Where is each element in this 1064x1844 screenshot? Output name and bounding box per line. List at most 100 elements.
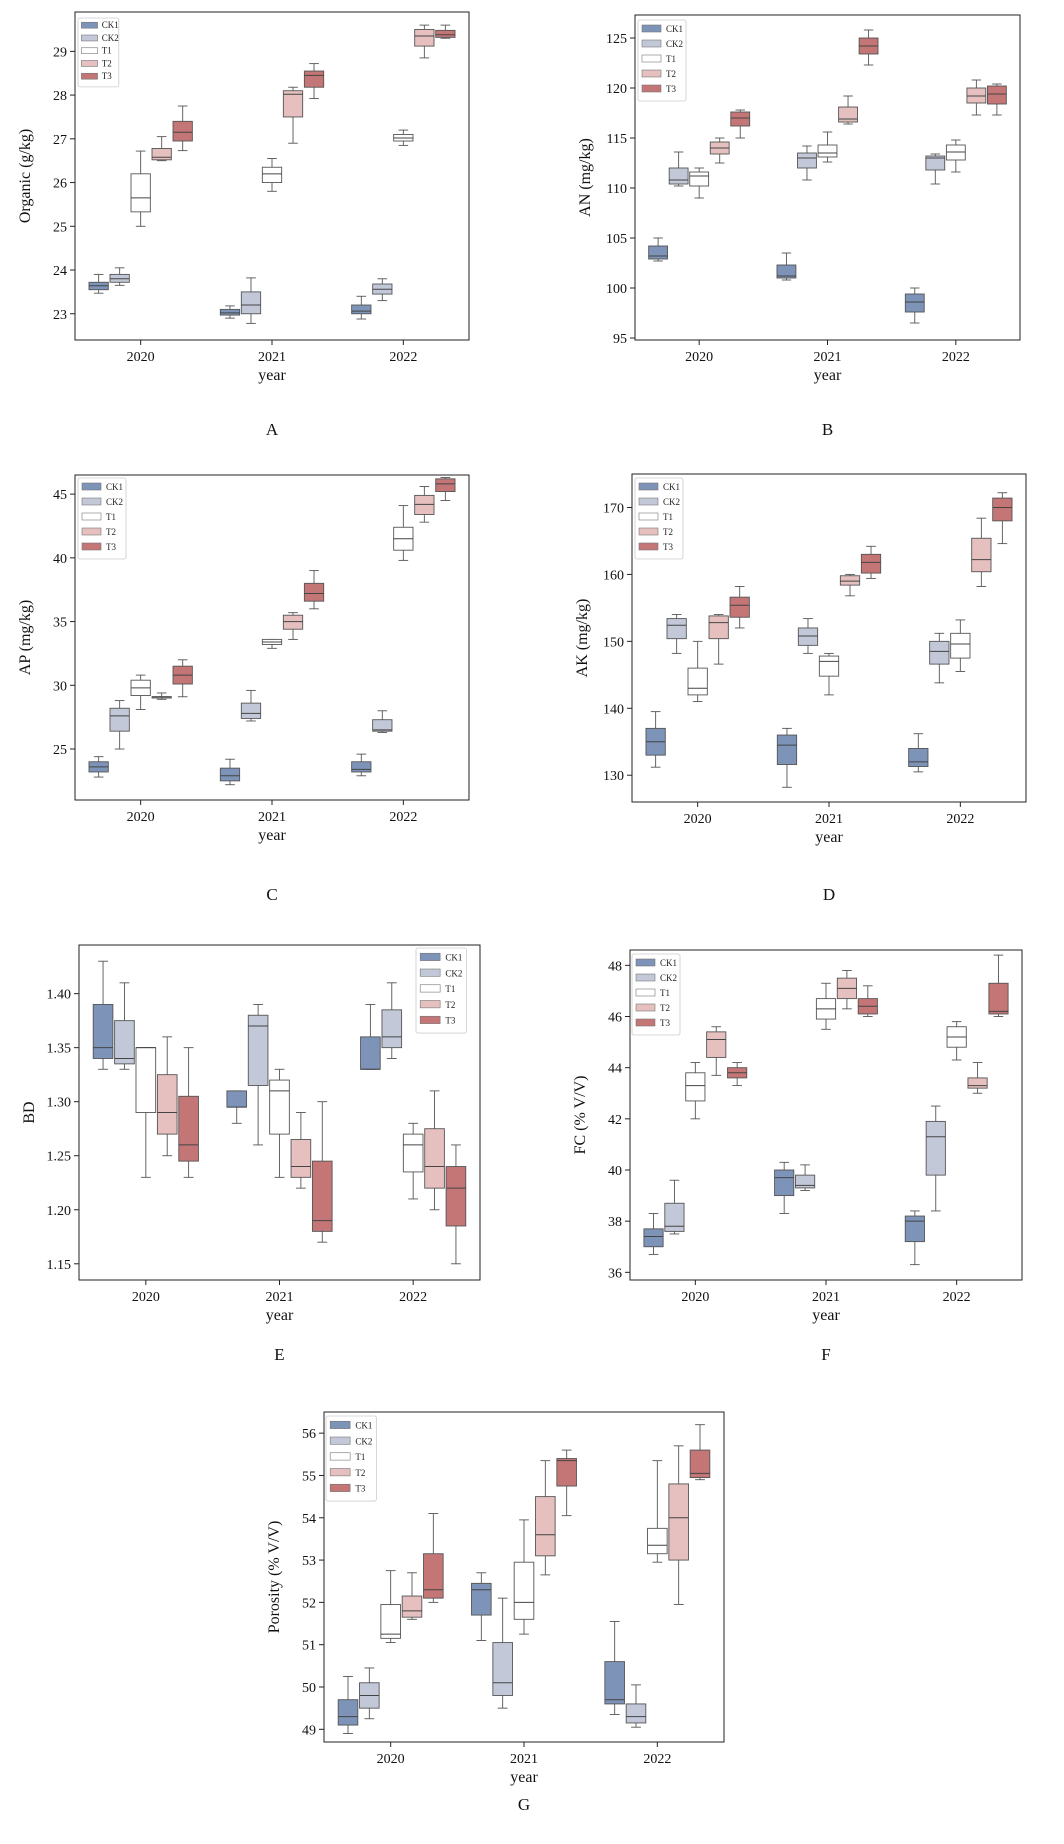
box-ck2-2022 bbox=[925, 1105, 946, 1212]
legend-label-t1: T1 bbox=[663, 512, 673, 522]
legend-label-ck1: CK1 bbox=[666, 24, 683, 34]
box-t3-2021 bbox=[303, 570, 325, 610]
legend-label-ck2: CK2 bbox=[660, 973, 677, 983]
panel-letter: G bbox=[518, 1795, 530, 1814]
legend: CK1 CK2 T1 T2 T3 bbox=[77, 477, 127, 560]
box-t3-2022 bbox=[988, 954, 1009, 1017]
box-t2-2021 bbox=[282, 86, 304, 144]
legend: CK1 CK2 T1 T2 T3 bbox=[634, 477, 684, 560]
legend-label-t1: T1 bbox=[355, 1452, 365, 1462]
legend-swatch-t1 bbox=[641, 54, 662, 63]
box-ck2-2020 bbox=[109, 700, 130, 750]
box-t3-2021 bbox=[556, 1449, 577, 1517]
y-axis-title: FC (% V/V) bbox=[572, 1076, 589, 1155]
box-t1-2022 bbox=[945, 139, 966, 173]
box-ck1-2021 bbox=[219, 305, 241, 319]
box-t2-2021 bbox=[290, 1112, 312, 1189]
x-tick-label: 2020 bbox=[127, 810, 155, 825]
x-tick-label: 2020 bbox=[377, 1752, 405, 1767]
box-t2-2021 bbox=[282, 612, 304, 640]
y-tick-label: 1.15 bbox=[47, 1258, 72, 1273]
box-t3-2020 bbox=[730, 109, 751, 139]
box-ck2-2020 bbox=[109, 267, 130, 286]
y-tick-label: 42 bbox=[608, 1113, 622, 1128]
y-tick-label: 54 bbox=[302, 1512, 316, 1527]
legend-swatch-t1 bbox=[81, 512, 102, 521]
box-t1-2021 bbox=[817, 131, 838, 163]
panel-f: 36 38 40 42 44 46 48 2020 2021 2022 year FC (% V/V)… bbox=[572, 949, 1023, 1364]
box-t2-2021 bbox=[839, 573, 861, 597]
box-t1-2020 bbox=[687, 640, 708, 703]
box-ck2-2022 bbox=[372, 710, 393, 733]
box-ck2-2022 bbox=[925, 153, 946, 185]
y-tick-label: 35 bbox=[53, 616, 67, 631]
x-axis-title: year bbox=[815, 829, 843, 846]
box-t3-2022 bbox=[689, 1424, 711, 1481]
y-tick-label: 1.25 bbox=[47, 1150, 72, 1165]
y-tick-label: 49 bbox=[302, 1723, 316, 1738]
legend-swatch-t3 bbox=[329, 1483, 351, 1492]
box-ck1-2021 bbox=[219, 758, 241, 786]
legend-swatch-ck2 bbox=[635, 973, 656, 982]
y-tick-label: 56 bbox=[302, 1427, 316, 1442]
x-axis-title: year bbox=[258, 367, 286, 384]
legend-label-ck1: CK1 bbox=[355, 1421, 372, 1431]
panel-letter: C bbox=[266, 885, 277, 904]
y-axis-title: AN (mg/kg) bbox=[577, 138, 594, 217]
box-t3-2022 bbox=[435, 24, 456, 39]
box-ck1-2022 bbox=[908, 733, 929, 773]
y-tick-label: 130 bbox=[603, 769, 624, 784]
box-ck1-2022 bbox=[604, 1620, 625, 1715]
legend-label-t3: T3 bbox=[660, 1018, 670, 1028]
box-t2-2020 bbox=[708, 614, 729, 665]
box-t3-2020 bbox=[172, 659, 193, 698]
y-tick-label: 28 bbox=[53, 89, 67, 104]
legend-swatch-ck2 bbox=[81, 497, 102, 506]
box-ck2-2021 bbox=[795, 1164, 816, 1191]
x-tick-label: 2020 bbox=[681, 1290, 709, 1305]
box-ck2-2022 bbox=[381, 982, 403, 1059]
legend-swatch-t2 bbox=[638, 527, 659, 536]
box-t2-2022 bbox=[668, 1445, 689, 1605]
legend-swatch-t2 bbox=[329, 1468, 351, 1477]
box-t3-2021 bbox=[860, 545, 882, 579]
y-tick-label: 100 bbox=[606, 282, 627, 297]
legend-label-t3: T3 bbox=[666, 84, 676, 94]
box-t2-2021 bbox=[836, 970, 857, 1010]
box-t1-2020 bbox=[130, 150, 151, 227]
legend-label-ck2: CK2 bbox=[355, 1436, 372, 1446]
y-tick-label: 30 bbox=[53, 679, 67, 694]
legend-swatch-t1 bbox=[638, 512, 659, 521]
box-ck2-2020 bbox=[666, 614, 687, 654]
legend-label-ck1: CK1 bbox=[106, 482, 123, 492]
y-tick-label: 51 bbox=[302, 1639, 316, 1654]
legend-swatch-t3 bbox=[81, 542, 102, 551]
legend-swatch-ck2 bbox=[641, 39, 662, 48]
box-t1-2020 bbox=[380, 1570, 401, 1644]
panel-letter: E bbox=[274, 1345, 284, 1364]
y-tick-label: 1.30 bbox=[47, 1096, 72, 1111]
box-ck2-2020 bbox=[668, 151, 689, 187]
legend: CK1 CK2 T1 T2 T3 bbox=[77, 17, 120, 88]
y-tick-label: 105 bbox=[606, 232, 627, 247]
box-ck1-2021 bbox=[776, 252, 797, 281]
x-tick-label: 2021 bbox=[510, 1752, 538, 1767]
box-t1-2022 bbox=[950, 619, 971, 672]
y-tick-label: 25 bbox=[53, 220, 67, 235]
box-ck1-2021 bbox=[774, 1161, 795, 1214]
y-tick-label: 1.35 bbox=[47, 1042, 72, 1057]
y-tick-label: 125 bbox=[606, 32, 627, 47]
legend-label-t3: T3 bbox=[102, 71, 112, 81]
x-axis-title: year bbox=[510, 1769, 538, 1786]
box-t3-2022 bbox=[445, 1144, 467, 1265]
box-t2-2022 bbox=[966, 79, 987, 116]
box-t3-2020 bbox=[178, 1047, 199, 1178]
x-tick-label: 2022 bbox=[946, 812, 974, 827]
legend-label-ck2: CK2 bbox=[102, 33, 119, 43]
panel-letter: B bbox=[822, 420, 833, 439]
box-t1-2020 bbox=[689, 167, 710, 199]
box-ck1-2021 bbox=[776, 727, 798, 788]
y-tick-label: 120 bbox=[606, 82, 627, 97]
legend-label-ck2: CK2 bbox=[666, 39, 683, 49]
